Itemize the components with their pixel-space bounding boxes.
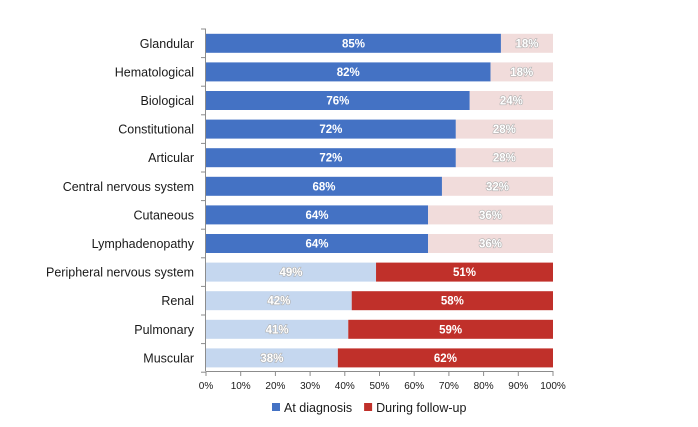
legend-swatch-during-follow-up: [364, 403, 373, 411]
data-label-at-diagnosis-muscular: 38%: [260, 353, 283, 365]
bar-during-follow-up-glandular: [500, 33, 553, 53]
category-label-central-nervous-system: Central nervous system: [63, 180, 194, 194]
bar-at-diagnosis-biological: [206, 91, 470, 110]
category-label-lymphadenopathy: Lymphadenopathy: [92, 237, 195, 251]
category-label-peripheral-nervous-system: Peripheral nervous system: [46, 266, 194, 280]
legend-label-during-follow-up: During follow-up: [376, 401, 466, 415]
category-label-muscular: Muscular: [143, 351, 194, 365]
bars-layer: 85% 18% 82% 18% 76% 24% 72% 28% 72% 28% 68% 32% 64% 3…: [206, 33, 553, 368]
x-tick-label: 0%: [199, 381, 214, 392]
data-label-during-follow-up-biological: 24%: [500, 96, 523, 108]
category-label-biological: Biological: [140, 94, 194, 108]
bar-during-follow-up-pulmonary: [348, 319, 553, 339]
category-label-glandular: Glandular: [140, 37, 194, 51]
data-label-during-follow-up-pulmonary: 59%: [439, 324, 462, 336]
bar-during-follow-up-peripheral-nervous-system: [376, 262, 553, 282]
x-tick-label: 10%: [231, 381, 251, 392]
bar-at-diagnosis-hematological: [206, 62, 491, 82]
category-label-hematological: Hematological: [115, 65, 194, 79]
data-label-during-follow-up-hematological: 18%: [510, 67, 533, 79]
data-label-during-follow-up-cutaneous: 36%: [479, 210, 502, 222]
bar-during-follow-up-renal: [351, 291, 553, 311]
x-tick-label: 20%: [265, 381, 285, 392]
category-labels: Glandular Hematological Biological Constitu…: [46, 37, 195, 366]
data-label-at-diagnosis-constitutional: 72%: [319, 124, 342, 136]
data-label-during-follow-up-peripheral-nervous-system: 51%: [453, 267, 476, 279]
bar-during-follow-up-central-nervous-system: [441, 176, 553, 196]
x-tick-label: 30%: [300, 381, 320, 392]
legend-swatch-at-diagnosis: [272, 403, 280, 411]
bar-during-follow-up-muscular: [337, 348, 553, 368]
data-label-during-follow-up-renal: 58%: [441, 296, 464, 308]
bar-during-follow-up-hematological: [490, 62, 553, 82]
data-label-at-diagnosis-articular: 72%: [319, 153, 342, 165]
data-label-at-diagnosis-central-nervous-system: 68%: [312, 181, 335, 193]
x-axis: 0% 10% 20% 30% 40% 50% 60% 70% 80% 90% 100%: [199, 28, 566, 392]
category-label-cutaneous: Cutaneous: [134, 208, 194, 222]
data-label-at-diagnosis-renal: 42%: [267, 296, 290, 308]
bar-at-diagnosis-renal: [206, 291, 352, 311]
category-label-renal: Renal: [161, 294, 194, 308]
x-tick-label: 70%: [439, 381, 459, 392]
x-tick-label: 50%: [369, 381, 389, 392]
bar-at-diagnosis-central-nervous-system: [206, 176, 442, 196]
category-label-constitutional: Constitutional: [118, 123, 194, 137]
data-label-at-diagnosis-glandular: 85%: [342, 38, 365, 50]
x-tick-label: 60%: [404, 381, 424, 392]
data-label-during-follow-up-articular: 28%: [493, 153, 516, 165]
data-label-at-diagnosis-peripheral-nervous-system: 49%: [279, 267, 302, 279]
data-label-at-diagnosis-biological: 76%: [326, 96, 349, 108]
data-label-during-follow-up-lymphadenopathy: 36%: [479, 239, 502, 251]
x-tick-label: 90%: [508, 381, 528, 392]
bar-during-follow-up-articular: [455, 148, 553, 168]
bar-at-diagnosis-muscular: [206, 348, 338, 368]
legend-label-at-diagnosis: At diagnosis: [284, 401, 352, 415]
bar-during-follow-up-constitutional: [455, 119, 553, 139]
bar-at-diagnosis-constitutional: [206, 119, 456, 139]
x-tick-label: 80%: [474, 381, 494, 392]
data-label-during-follow-up-central-nervous-system: 32%: [486, 181, 509, 193]
bar-at-diagnosis-lymphadenopathy: [206, 234, 429, 253]
bar-at-diagnosis-peripheral-nervous-system: [206, 262, 377, 282]
data-label-during-follow-up-muscular: 62%: [434, 353, 457, 365]
data-label-at-diagnosis-cutaneous: 64%: [306, 210, 329, 222]
data-label-at-diagnosis-hematological: 82%: [337, 67, 360, 79]
bar-at-diagnosis-articular: [206, 148, 456, 168]
data-label-at-diagnosis-lymphadenopathy: 64%: [306, 239, 329, 251]
bar-during-follow-up-cutaneous: [428, 205, 553, 225]
bar-at-diagnosis-glandular: [206, 33, 501, 53]
bar-during-follow-up-biological: [469, 91, 553, 110]
x-tick-label: 40%: [335, 381, 355, 392]
bar-at-diagnosis-pulmonary: [206, 319, 349, 339]
bar-at-diagnosis-cutaneous: [206, 205, 429, 225]
bar-during-follow-up-lymphadenopathy: [428, 234, 553, 253]
category-label-articular: Articular: [148, 151, 194, 165]
x-tick-label: 100%: [540, 381, 566, 392]
data-label-during-follow-up-constitutional: 28%: [493, 124, 516, 136]
category-label-pulmonary: Pulmonary: [134, 323, 194, 337]
data-label-at-diagnosis-pulmonary: 41%: [266, 324, 289, 336]
data-label-during-follow-up-glandular: 18%: [515, 38, 538, 50]
legend: At diagnosis During follow-up: [272, 401, 466, 415]
